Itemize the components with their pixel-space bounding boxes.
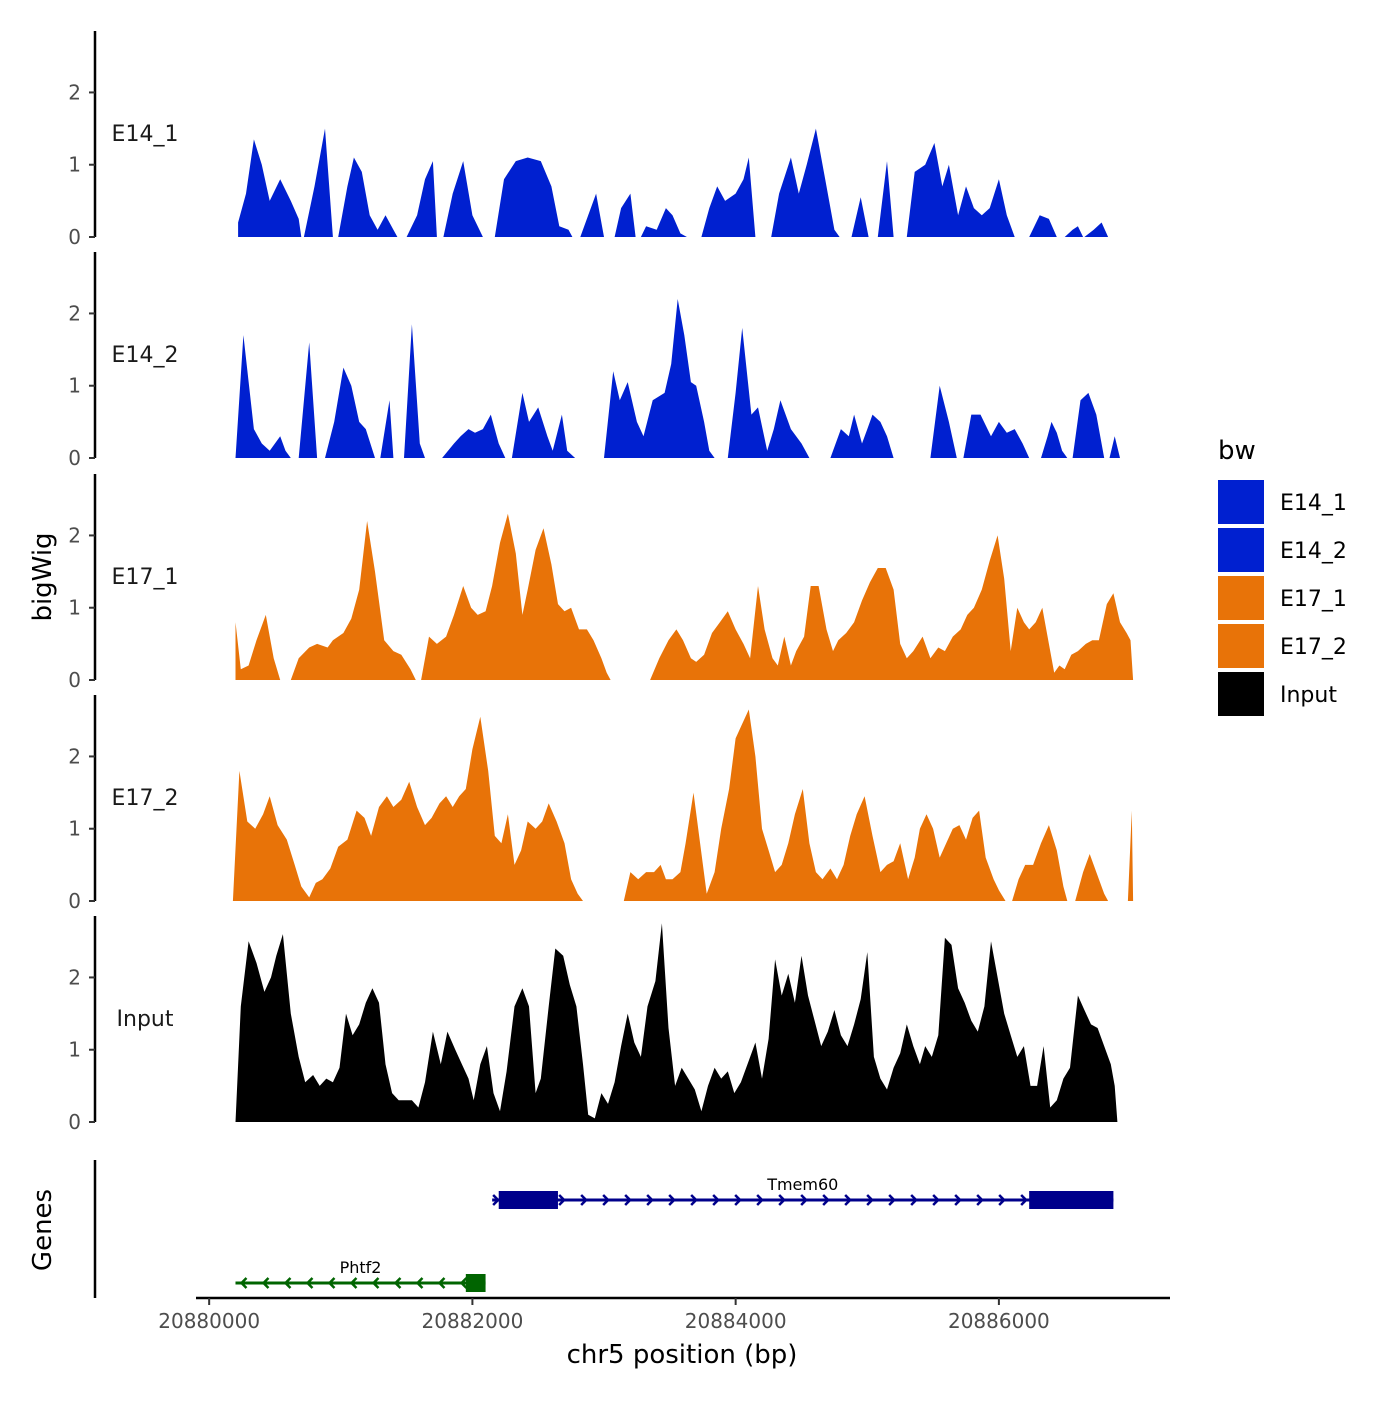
strand-chevron [305,1277,314,1289]
y-tick-label: 2 [68,301,81,325]
signal-tracks: 0 1 2 E14_1 0 1 2 E14_2 0 1 2 E17_1 0 1 2 E17_2 0 1 2 Input [68,31,1134,1134]
gene-exon [498,1191,558,1209]
gene-Phtf2: Phtf2 [235,1258,486,1292]
legend-label: E17_1 [1280,587,1347,612]
signal-area-Input [235,923,1118,1122]
legend-item-E17_1: E17_1 [1218,576,1347,620]
strand-chevron [910,1194,918,1206]
signal-area-E17_1 [235,513,1134,680]
strand-chevron [888,1194,896,1206]
strand-chevron [998,1194,1006,1206]
y-tick-label: 1 [68,596,81,620]
strand-chevron [459,1277,468,1289]
strand-chevron [327,1277,336,1289]
legend-item-E17_2: E17_2 [1218,624,1347,668]
strand-chevron [371,1277,380,1289]
y-tick-label: 1 [68,817,81,841]
strand-chevron [866,1194,874,1206]
legend-swatch [1218,480,1264,524]
y-tick-label: 0 [68,668,81,692]
legend-label: Input [1280,683,1337,708]
y-tick-label: 2 [68,80,81,104]
legend-item-Input: Input [1218,672,1337,716]
strand-chevron [756,1194,764,1206]
signal-area-E14_2 [235,299,1120,458]
strand-chevron [558,1194,566,1206]
y-tick-label: 0 [68,889,81,913]
y-tick-label: 1 [68,1038,81,1062]
track-E17_1: 0 1 2 E17_1 [68,474,1134,692]
track-label: E17_2 [112,786,179,811]
strand-chevron [349,1277,358,1289]
strand-chevron [415,1277,424,1289]
strand-chevron [822,1194,830,1206]
y-tick-label: 0 [68,1110,81,1134]
strand-chevron [602,1194,610,1206]
strand-chevron [800,1194,808,1206]
legend: bw E14_1 E14_2 E17_1 E17_2 Input [1218,436,1347,716]
track-E17_2: 0 1 2 E17_2 [68,695,1134,913]
gene-label: Tmem60 [766,1175,838,1194]
legend-swatch [1218,576,1264,620]
track-label: E14_1 [112,122,179,147]
strand-chevron [283,1277,292,1289]
track-label: Input [117,1007,174,1032]
track-E14_2: 0 1 2 E14_2 [68,252,1120,470]
strand-chevron [624,1194,632,1206]
gene-exon [465,1274,486,1292]
strand-chevron [734,1194,742,1206]
signal-area-E17_2 [232,709,1134,901]
y-tick-label: 0 [68,225,81,249]
track-label: E17_1 [112,565,179,590]
strand-chevron [437,1277,446,1289]
x-tick-label: 20882000 [422,1309,524,1333]
strand-chevron [393,1277,402,1289]
strand-chevron [646,1194,654,1206]
strand-chevron [976,1194,984,1206]
legend-label: E14_1 [1280,491,1347,516]
legend-swatch [1218,528,1264,572]
gene-exon [1029,1191,1114,1209]
x-axis: 20880000 20882000 20884000 20886000 [158,1296,1170,1333]
strand-chevron [844,1194,852,1206]
track-Input: 0 1 2 Input [68,916,1118,1134]
strand-chevron [712,1194,720,1206]
strand-chevron [932,1194,940,1206]
y-tick-label: 2 [68,744,81,768]
strand-chevron [954,1194,962,1206]
gene-Tmem60: Tmem60 [492,1175,1114,1209]
x-tick-label: 20886000 [948,1309,1050,1333]
legend-item-E14_2: E14_2 [1218,528,1347,572]
strand-chevron [261,1277,270,1289]
track-label: E14_2 [112,343,179,368]
x-tick-label: 20880000 [158,1309,260,1333]
strand-chevron [690,1194,698,1206]
legend-swatch [1218,672,1264,716]
y-tick-label: 0 [68,446,81,470]
strand-chevron [668,1194,676,1206]
y-tick-label: 2 [68,965,81,989]
strand-chevron [1020,1194,1028,1206]
gene-label: Phtf2 [340,1258,382,1277]
legend-label: E14_2 [1280,539,1347,564]
legend-title: bw [1218,436,1256,466]
y-tick-label: 2 [68,523,81,547]
x-axis-title: chr5 position (bp) [567,1340,798,1370]
y-tick-label: 1 [68,374,81,398]
legend-item-E14_1: E14_1 [1218,480,1347,524]
gene-annotation-track: Tmem60 Phtf2 [93,1160,1114,1298]
y-tick-label: 1 [68,153,81,177]
genes-axis-title: Genes [28,1189,58,1271]
legend-swatch [1218,624,1264,668]
signal-area-E14_1 [238,128,1109,237]
y-axis-title: bigWig [28,532,58,621]
track-E14_1: 0 1 2 E14_1 [68,31,1109,249]
legend-label: E17_2 [1280,635,1347,660]
strand-chevron [492,1194,500,1206]
x-tick-label: 20884000 [685,1309,787,1333]
strand-chevron [580,1194,588,1206]
strand-chevron [778,1194,786,1206]
strand-chevron [239,1277,248,1289]
